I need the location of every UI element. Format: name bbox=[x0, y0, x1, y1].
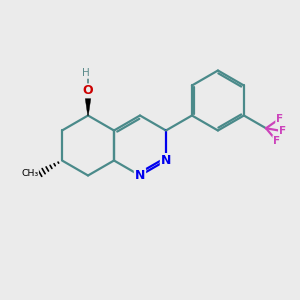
Polygon shape bbox=[84, 91, 92, 116]
Text: O: O bbox=[83, 84, 93, 98]
Text: H: H bbox=[82, 68, 89, 78]
Text: F: F bbox=[276, 114, 283, 124]
Text: F: F bbox=[273, 136, 280, 146]
Text: CH₃: CH₃ bbox=[21, 169, 38, 178]
Text: F: F bbox=[279, 126, 286, 136]
Text: N: N bbox=[161, 154, 171, 167]
Text: N: N bbox=[135, 169, 145, 182]
